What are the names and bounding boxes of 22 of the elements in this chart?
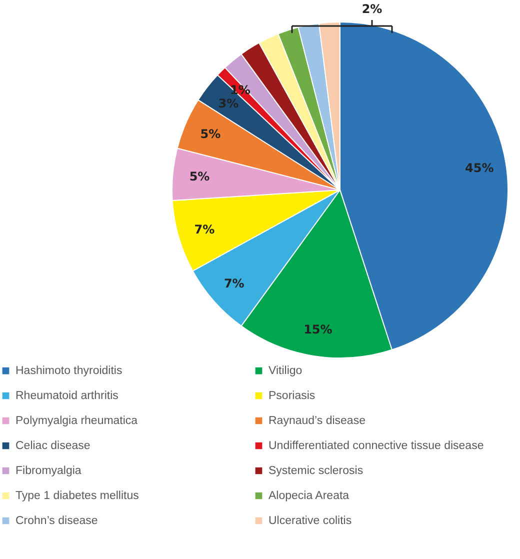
legend-label: Undifferentiated connective tissue disease [268,440,484,452]
data-label: 3% [218,96,239,111]
legend-label: Type 1 diabetes mellitus [16,490,140,502]
legend-label: Vitiligo [268,364,302,377]
legend-label: Rheumatoid arthritis [16,390,119,402]
legend-label: Polymyalgia rheumatica [16,414,138,427]
legend-label: Crohn’s disease [16,514,98,527]
legend-label: Systemic sclerosis [268,464,364,477]
legend-label: Fibromyalgia [16,464,82,477]
data-label: 5% [189,170,210,184]
legend-label: Raynaud’s disease [268,414,366,427]
legend-label: Celiac disease [16,440,90,452]
data-label: 5% [200,126,221,141]
legend-label: Psoriasis [268,390,316,402]
legend-label: Ulcerative colitis [268,514,352,527]
data-label: 7% [194,222,215,236]
data-label: 15% [304,322,332,336]
data-label: 45% [465,160,494,175]
legend-label: Hashimoto thyroiditis [16,364,122,377]
data-label: 7% [224,276,244,290]
text: 2% [362,2,382,16]
legend-label: Alopecia Areata [268,490,350,502]
